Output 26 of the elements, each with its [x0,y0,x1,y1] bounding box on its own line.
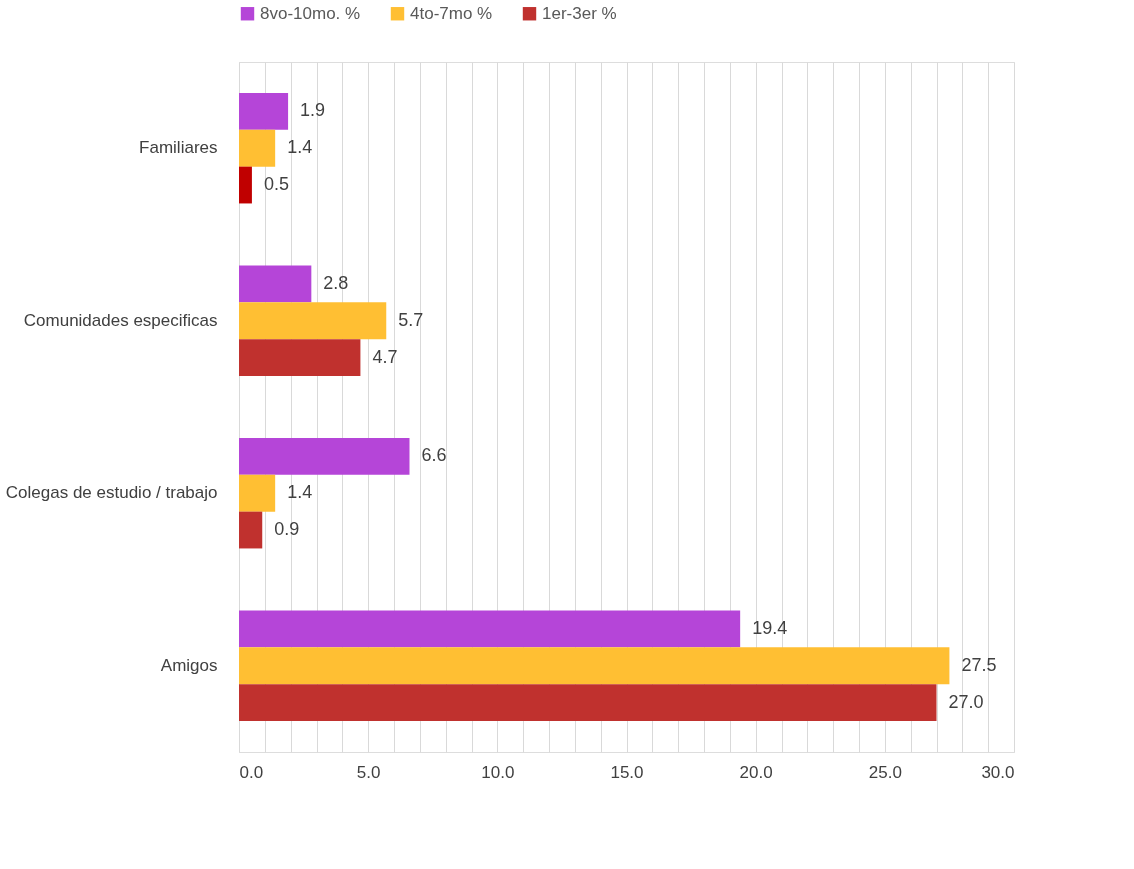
x-tick-label: 15.0 [610,762,644,782]
legend-label: 4to-7mo % [410,3,493,23]
data-label: 1.9 [300,100,326,121]
legend-label: 1er-3er % [542,3,617,23]
y-tick-label: Amigos [160,655,218,675]
x-tick-label: 30.0 [981,762,1015,782]
data-label: 5.7 [398,309,424,330]
data-label: 0.5 [263,174,289,195]
data-label: 1.4 [287,137,313,158]
x-tick-label: 10.0 [481,762,515,782]
legend-label: 8vo-10mo. % [260,3,361,23]
data-label: 2.8 [323,272,349,293]
y-tick-label: Colegas de estudio / trabajo [5,483,218,503]
x-tick-label: 0.0 [239,762,264,782]
x-tick-label: 25.0 [868,762,902,782]
data-label: 0.9 [274,519,300,540]
data-label: 1.4 [287,482,313,503]
y-tick-label: Familiares [139,138,218,158]
data-label: 6.6 [421,445,447,466]
data-label: 4.7 [372,346,398,367]
x-tick-label: 20.0 [739,762,773,782]
data-label: 27.5 [961,654,997,675]
data-label: 19.4 [752,617,788,638]
y-tick-label: Comunidades especificas [23,310,218,330]
data-label: 27.0 [948,691,984,712]
x-tick-label: 5.0 [356,762,381,782]
